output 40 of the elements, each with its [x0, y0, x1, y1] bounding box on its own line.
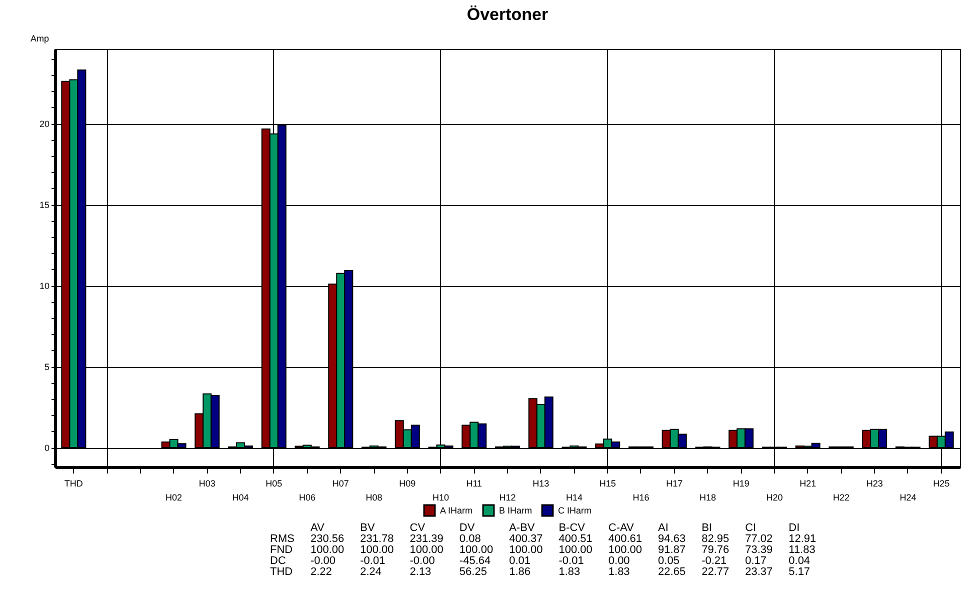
y-tick-label: 5	[44, 362, 50, 372]
y-tick-label: 0	[44, 443, 50, 454]
x-tick-label: H24	[900, 492, 916, 502]
x-tick-label: H18	[699, 492, 716, 502]
x-tick-label: H20	[766, 492, 783, 502]
text: DC -0.00 -0.01 -0.00 -45.64 0.01 -0.01 0.00 0.05 -0.21 0.17 0.04	[270, 555, 810, 567]
x-tick-label: H02	[166, 492, 182, 502]
x-tick-label: H23	[866, 478, 883, 488]
text: RMS 230.56 231.78 231.39 0.08 400.37 400.51 400.61 94.63 82.95 77.02 12.91	[270, 533, 816, 545]
x-tick-label: H22	[832, 492, 850, 502]
legend-label: C IHarm	[558, 506, 592, 516]
x-tick-label: H17	[666, 478, 683, 488]
x-tick-label: H21	[800, 478, 816, 488]
y-tick-label: 15	[39, 200, 50, 210]
x-tick-label: THD	[64, 478, 84, 488]
y-axis-title: Amp	[30, 34, 50, 44]
y-tick-label: 10	[39, 281, 50, 292]
legend-label: A IHarm	[440, 506, 473, 516]
text: AV BV CV DV A-BV B-CV C-AV AI BI CI DI	[310, 522, 800, 534]
legend-label: B IHarm	[499, 506, 532, 516]
x-tick-label: H19	[732, 478, 750, 488]
x-tick-label: H25	[933, 478, 950, 488]
x-tick-label: H10	[432, 492, 450, 502]
x-tick-label: H16	[632, 492, 650, 502]
x-tick-label: H14	[566, 492, 582, 502]
x-tick-label: H13	[532, 478, 550, 488]
x-tick-label: H04	[232, 492, 249, 502]
x-tick-label: H12	[499, 492, 516, 502]
x-tick-label: H09	[399, 478, 416, 488]
x-tick-label: H06	[299, 492, 316, 502]
x-tick-label: H07	[332, 478, 349, 488]
text: THD 2.22 2.24 2.13 56.25 1.86 1.83 1.83 22.65 22.77 23.37 5.17	[270, 566, 810, 578]
x-tick-label: H05	[266, 478, 282, 488]
x-tick-label: H08	[366, 492, 382, 502]
text: FND 100.00 100.00 100.00 100.00 100.00 100.00 100.00 91.87 79.76 73.39 11.83	[270, 544, 816, 556]
y-tick-label: 20	[39, 119, 50, 130]
chart-title: Övertoner	[466, 5, 549, 24]
x-tick-label: H03	[198, 478, 216, 488]
x-tick-label: H11	[466, 478, 482, 488]
x-tick-label: H15	[599, 478, 616, 488]
